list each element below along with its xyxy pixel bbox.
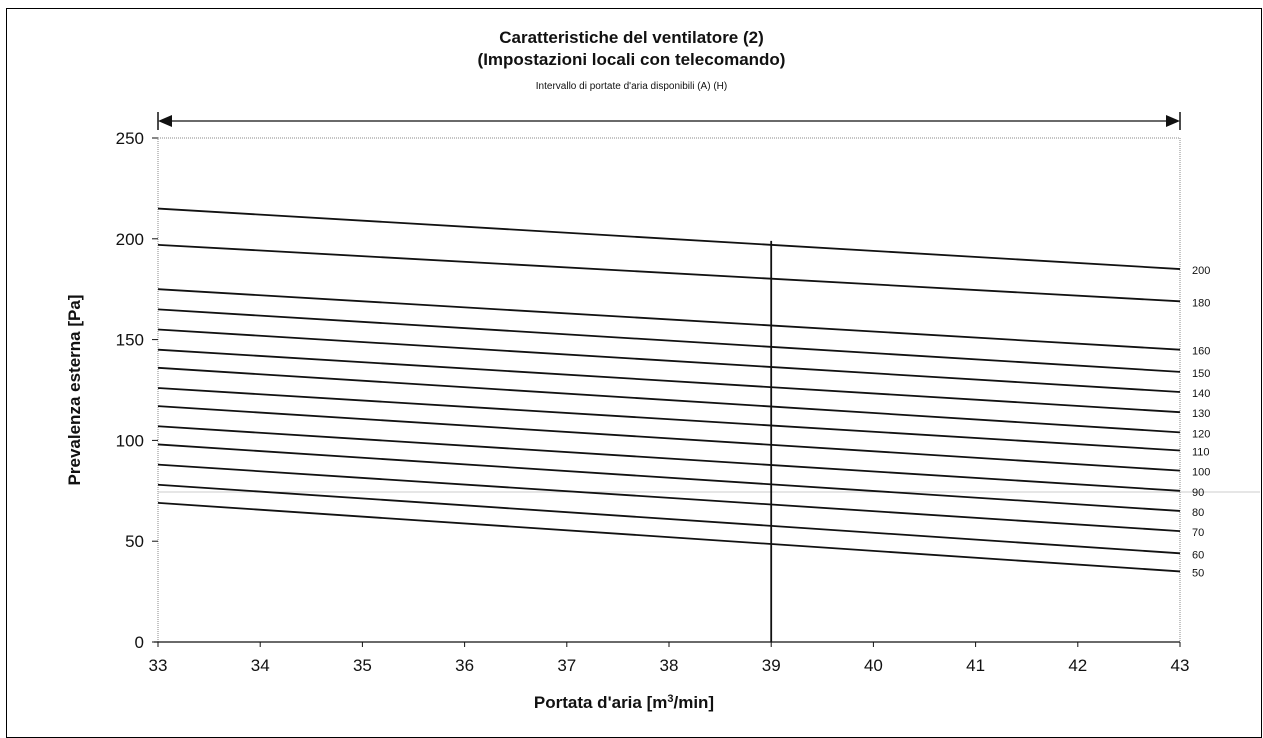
plot-border (157, 137, 1181, 643)
series-line-50 (157, 501, 1181, 573)
series-line-180 (157, 243, 1181, 303)
curve-label-140: 140 (1192, 388, 1210, 400)
curve-label-100: 100 (1192, 467, 1210, 479)
x-axis-label: Portata d'aria [m3/min] (534, 693, 714, 712)
x-axis-label-prefix: Portata d'aria [m (534, 693, 667, 712)
x-axis-label-suffix: /min] (673, 693, 714, 712)
y-tick-label-0: 0 (135, 633, 144, 652)
curve-label-90: 90 (1192, 487, 1204, 499)
curve-label-160: 160 (1192, 346, 1210, 358)
chart-title: Caratteristiche del ventilatore (2) (499, 28, 764, 47)
x-tick-label-41: 41 (966, 656, 985, 675)
range-arrow-left-head (158, 115, 172, 127)
series-line-160 (157, 288, 1181, 351)
x-tick-label-42: 42 (1068, 656, 1087, 675)
curve-label-80: 80 (1192, 507, 1204, 519)
curve-label-200: 200 (1192, 265, 1210, 277)
y-tick-label-200: 200 (116, 230, 144, 249)
series-line-150 (157, 308, 1181, 373)
y-axis-ticks: 0 50 100 150 200 250 (116, 129, 158, 652)
x-tick-label-43: 43 (1171, 656, 1190, 675)
curve-label-130: 130 (1192, 408, 1210, 420)
x-tick-label-37: 37 (557, 656, 576, 675)
range-annotation: Intervallo di portate d'aria disponibili… (535, 81, 728, 92)
series-line-130 (157, 348, 1181, 414)
series-line-60 (157, 483, 1181, 555)
curve-label-70: 70 (1192, 527, 1204, 539)
series-line-200 (157, 207, 1181, 270)
y-tick-label-50: 50 (125, 532, 144, 551)
series-line-70 (157, 463, 1181, 533)
y-tick-label-250: 250 (116, 129, 144, 148)
series-lines (157, 207, 1181, 642)
range-arrow (157, 112, 1181, 130)
x-tick-label-34: 34 (251, 656, 270, 675)
x-tick-label-35: 35 (353, 656, 372, 675)
y-axis-label: Prevalenza esterna [Pa] (65, 295, 84, 486)
y-tick-label-100: 100 (116, 431, 144, 450)
series-line-110 (157, 387, 1181, 452)
x-tick-label-36: 36 (455, 656, 474, 675)
curve-label-110: 110 (1192, 446, 1210, 458)
curve-labels: 200 180 160 150 140 130 120 110 100 90 80 70 60 50 (1192, 265, 1210, 579)
x-tick-label-33: 33 (149, 656, 168, 675)
x-tick-label-38: 38 (660, 656, 679, 675)
x-axis-label-sup: 3 (667, 693, 673, 705)
curve-label-150: 150 (1192, 368, 1210, 380)
curve-label-120: 120 (1192, 428, 1210, 440)
range-arrow-right-head (1166, 115, 1180, 127)
series-line-80 (157, 443, 1181, 512)
chart-subtitle: (Impostazioni locali con telecomando) (477, 50, 786, 69)
x-axis-ticks: 33 34 35 36 37 38 39 40 41 42 43 (149, 642, 1190, 675)
y-tick-label-150: 150 (116, 331, 144, 350)
series-line-90 (157, 425, 1181, 492)
curve-label-60: 60 (1192, 549, 1204, 561)
series-line-100 (157, 405, 1181, 472)
curve-label-180: 180 (1192, 297, 1210, 309)
x-tick-label-40: 40 (864, 656, 883, 675)
series-line-120 (157, 366, 1181, 434)
curve-label-50: 50 (1192, 567, 1204, 579)
x-tick-label-39: 39 (762, 656, 781, 675)
series-line-140 (157, 328, 1181, 393)
